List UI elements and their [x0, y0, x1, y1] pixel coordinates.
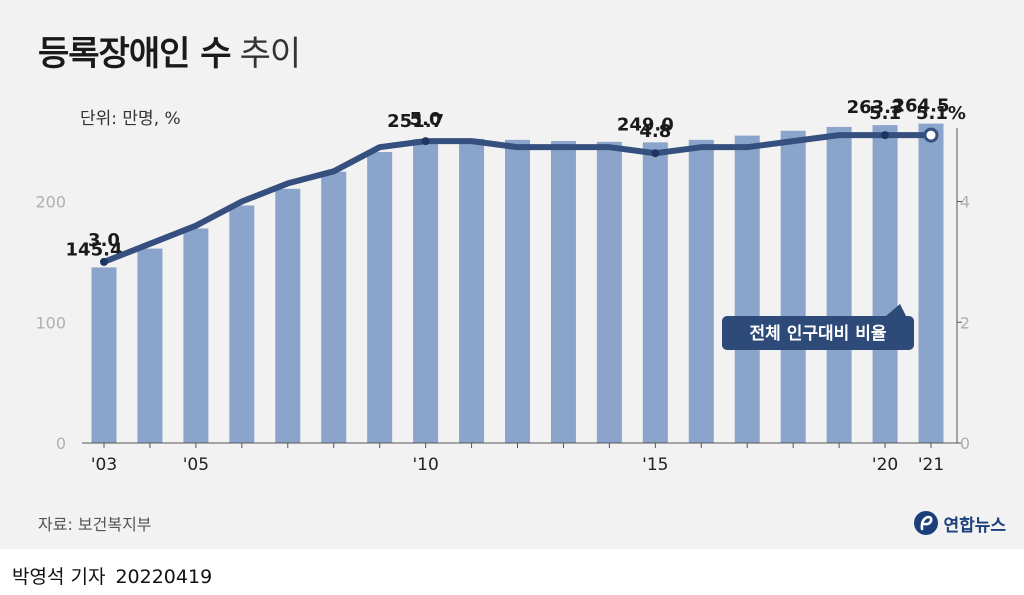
bar-2008: [321, 171, 347, 443]
bar-label-2021: 264.5: [893, 96, 950, 117]
bar-2007: [275, 188, 301, 443]
bar-2010: [413, 139, 439, 443]
bar-2018: [780, 130, 806, 443]
x-tick-label-2003: '03: [91, 455, 117, 475]
series-label-text: 전체 인구대비 비율: [750, 324, 887, 344]
line-label-2003: 3.0: [88, 230, 120, 251]
logo-text: 연합뉴스: [943, 515, 1006, 536]
bar-2019: [826, 126, 852, 443]
y-left-tick-100: 100: [35, 313, 66, 332]
x-tick-label-2010: '10: [412, 455, 438, 475]
bar-2020: [872, 125, 898, 443]
x-tick-label-2021: '21: [918, 455, 944, 475]
title-sub: 추이: [239, 34, 302, 74]
publisher-logo: 연합뉴스: [913, 508, 1006, 538]
bar-2013: [550, 141, 576, 443]
bar-label-2010: 251.7: [387, 111, 444, 132]
line-label-2015: 4.8: [639, 121, 671, 142]
line-point-2003: [100, 257, 108, 266]
combo-chart: 0 100 200 0 2 4 '03 '05 '10 '15 '20 '21 145.4 251.7 24…: [35, 96, 970, 475]
byline-name: 박영석 기자: [12, 566, 106, 588]
bar-2005: [183, 228, 209, 443]
y-left-tick-200: 200: [35, 193, 66, 212]
line-label-2021: 5.1%: [916, 103, 966, 124]
bar-label-2015: 249.0: [617, 114, 674, 135]
line-label-2020: 5.1: [869, 103, 901, 124]
bar-2003: [91, 267, 117, 443]
y-left-tick-0: 0: [56, 434, 66, 453]
chart-card: 등록장애인 수 추이 단위: 만명, % 0 100 200 0 2 4 '03 '05 '10…: [0, 0, 1024, 549]
bar-2012: [505, 139, 530, 443]
bar-2006: [229, 205, 255, 443]
yonhap-logo-icon: [914, 511, 939, 535]
title-main: 등록장애인 수: [38, 34, 232, 74]
x-tick-label-2015: '15: [642, 455, 668, 475]
bar-2017: [734, 135, 760, 444]
y-right-tick-4: 4: [960, 193, 970, 212]
bar-2009: [367, 152, 393, 443]
line-point-2015: [651, 149, 660, 158]
x-tick-label-2005: '05: [183, 455, 209, 475]
chart-title: 등록장애인 수 추이: [38, 26, 302, 76]
line-point-2021: [923, 127, 939, 143]
series-label-pointer: [886, 304, 906, 316]
source-label: 자료: 보건복지부: [38, 515, 152, 534]
ratio-line: [101, 132, 934, 265]
bar-2015: [642, 142, 668, 443]
line-point-2020: [881, 131, 890, 140]
y-right-tick-0: 0: [960, 434, 970, 453]
line-label-2010: 5.0: [410, 109, 442, 130]
bar-2021: [918, 123, 944, 443]
bar-2011: [459, 138, 485, 444]
line-point-2010: [421, 137, 430, 146]
byline: 박영석 기자 20220419: [12, 562, 212, 589]
y-right-tick-2: 2: [960, 313, 970, 332]
byline-date: 20220419: [115, 566, 213, 588]
series-label-box: [722, 316, 914, 350]
x-tick-label-2020: '20: [872, 455, 898, 475]
bar-2004: [137, 248, 163, 443]
bar-2014: [596, 141, 622, 443]
bar-2016: [688, 139, 714, 443]
unit-label: 단위: 만명, %: [80, 109, 181, 129]
bar-label-2003: 145.4: [66, 239, 123, 260]
bar-label-2020: 263.3: [847, 97, 904, 118]
